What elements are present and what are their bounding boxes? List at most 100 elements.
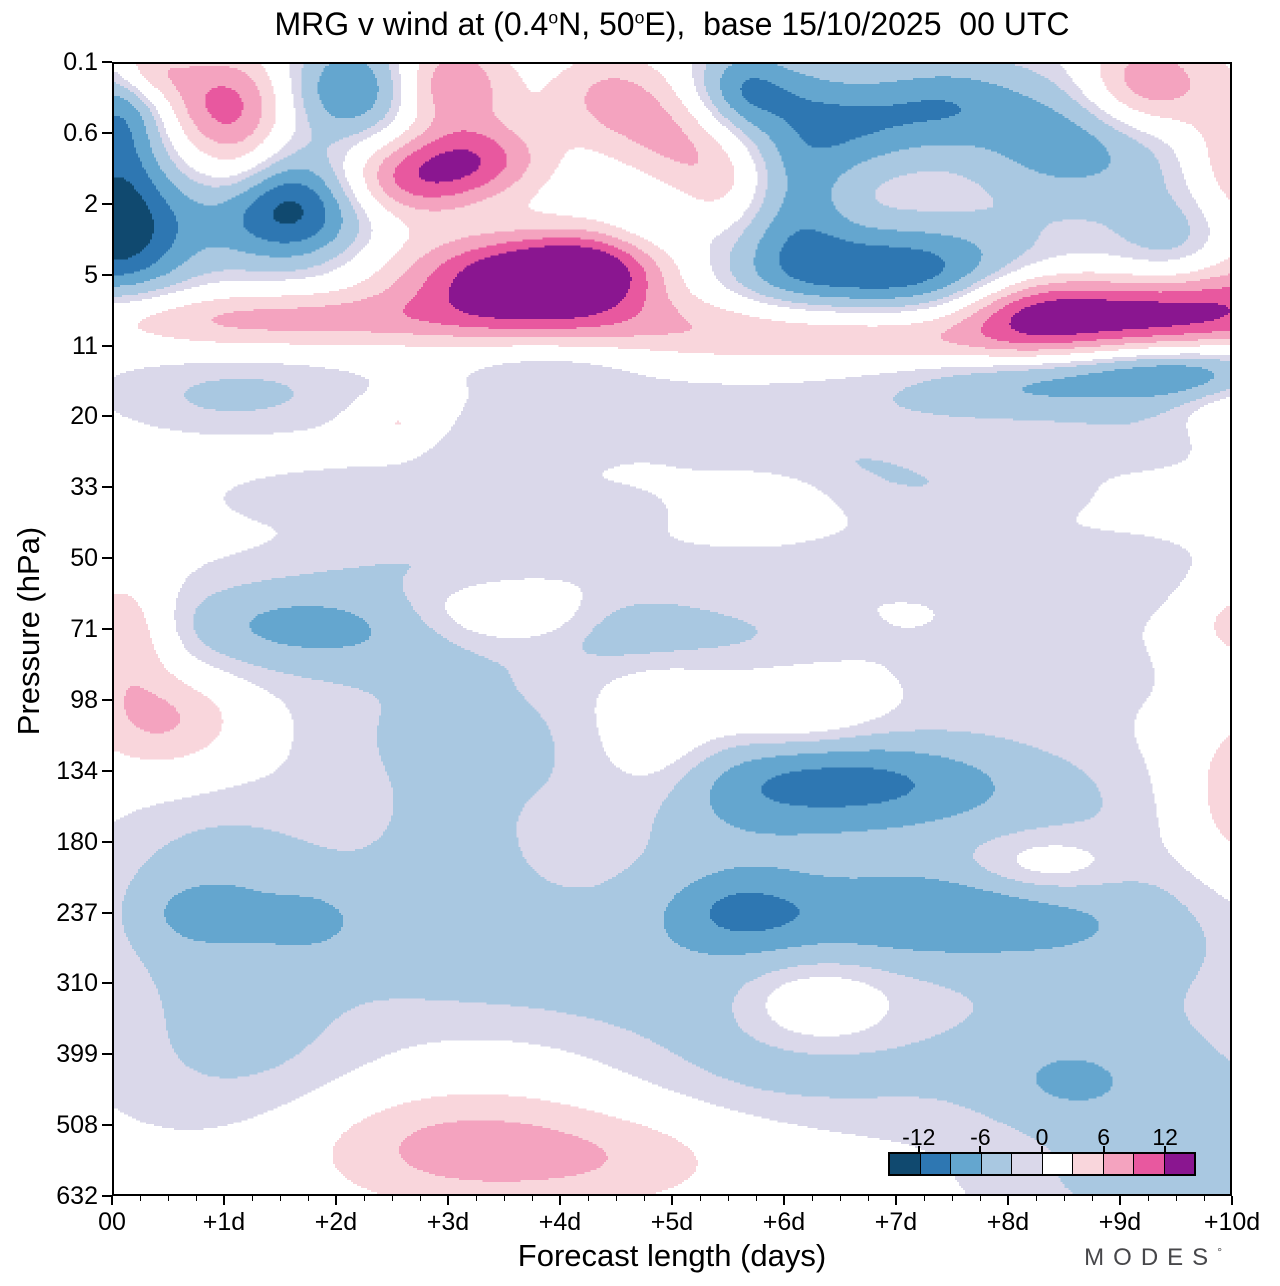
x-minor-tick xyxy=(615,1196,617,1201)
y-tick xyxy=(102,840,112,843)
colorbar-bar xyxy=(888,1152,1196,1176)
y-tick xyxy=(102,628,112,630)
colorbar-tick xyxy=(1041,1146,1043,1152)
y-tick-label: 632 xyxy=(56,1182,98,1210)
x-minor-tick xyxy=(307,1196,309,1201)
x-tick-label: +8d xyxy=(986,1208,1030,1236)
degree-symbol: o xyxy=(634,7,645,28)
title-text: MRG v wind at (0.4 xyxy=(274,6,549,42)
title-text: N, 50 xyxy=(558,6,635,42)
modes-logo-mark: ° xyxy=(1217,1245,1222,1259)
x-tick xyxy=(1119,1196,1121,1205)
x-minor-tick xyxy=(503,1196,505,1201)
colorbar-tick-label: 6 xyxy=(1097,1124,1110,1150)
y-tick xyxy=(102,273,112,276)
y-tick-label: 0.1 xyxy=(63,48,98,76)
plot-area xyxy=(112,62,1232,1196)
colorbar-tick-label: 0 xyxy=(1035,1124,1049,1150)
colorbar-segment xyxy=(1012,1154,1043,1174)
x-tick-label: +3d xyxy=(426,1208,470,1236)
x-minor-tick xyxy=(251,1196,253,1201)
x-tick-label: +4d xyxy=(538,1208,582,1236)
x-minor-tick xyxy=(139,1196,141,1201)
colorbar-segment xyxy=(1042,1154,1073,1174)
x-minor-tick xyxy=(867,1196,869,1201)
x-tick xyxy=(1007,1196,1009,1205)
x-tick xyxy=(335,1196,337,1205)
modes-logo: MODES° xyxy=(1084,1244,1222,1272)
colorbar-segment xyxy=(1164,1154,1194,1174)
y-tick xyxy=(102,415,112,418)
x-minor-tick xyxy=(727,1196,729,1201)
x-minor-tick xyxy=(587,1196,589,1201)
y-tick-label: 20 xyxy=(70,402,98,431)
x-tick-label: +6d xyxy=(762,1208,806,1236)
colorbar: -12 -6 0 6 12 xyxy=(888,1124,1196,1178)
x-tick xyxy=(671,1196,673,1205)
x-tick-label: 00 xyxy=(98,1208,126,1236)
y-tick-label: 237 xyxy=(56,898,98,927)
x-minor-tick xyxy=(811,1196,813,1201)
y-tick-label: 310 xyxy=(56,969,98,998)
x-tick xyxy=(111,1196,113,1205)
x-minor-tick xyxy=(1063,1196,1065,1201)
y-tick xyxy=(102,1124,112,1127)
colorbar-tick-label: 12 xyxy=(1152,1124,1178,1150)
title-text: E), base 15/10/2025 00 UTC xyxy=(644,6,1070,42)
x-minor-tick xyxy=(1091,1196,1093,1201)
colorbar-segment xyxy=(981,1154,1012,1174)
x-tick-label: +9d xyxy=(1098,1208,1142,1236)
y-tick xyxy=(102,344,112,347)
x-minor-tick xyxy=(839,1196,841,1201)
y-tick-label: 33 xyxy=(70,473,98,502)
x-axis-label: Forecast length (days) xyxy=(517,1238,827,1273)
x-tick xyxy=(895,1196,897,1205)
modes-logo-text: MODES xyxy=(1084,1244,1218,1271)
x-minor-tick xyxy=(531,1196,533,1201)
y-tick-label: 0.6 xyxy=(63,118,98,147)
colorbar-segment xyxy=(951,1154,982,1174)
x-tick-label: +2d xyxy=(314,1208,358,1236)
x-tick-label: +5d xyxy=(650,1208,694,1236)
y-tick xyxy=(102,486,112,489)
colorbar-segment xyxy=(1103,1154,1134,1174)
colorbar-segment xyxy=(1134,1154,1165,1174)
x-tick xyxy=(1231,1196,1233,1205)
y-tick xyxy=(102,131,112,134)
x-minor-tick xyxy=(1035,1196,1037,1201)
colorbar-tick xyxy=(917,1146,920,1152)
x-minor-tick xyxy=(195,1196,197,1201)
y-tick xyxy=(102,911,112,914)
y-tick-label: 508 xyxy=(56,1111,98,1140)
y-tick xyxy=(102,698,112,701)
x-minor-tick xyxy=(923,1196,925,1201)
chart-title: MRG v wind at (0.4oN, 50oE), base 15/10/… xyxy=(112,6,1232,43)
y-tick xyxy=(102,61,112,63)
y-tick xyxy=(102,1195,112,1197)
colorbar-tick xyxy=(979,1146,982,1152)
y-tick xyxy=(102,769,112,772)
x-minor-tick xyxy=(979,1196,981,1201)
colorbar-segment xyxy=(890,1154,921,1174)
y-tick-label: 11 xyxy=(72,331,98,360)
x-minor-tick xyxy=(167,1196,169,1201)
x-minor-tick xyxy=(1203,1196,1205,1201)
y-tick-label: 134 xyxy=(56,756,98,785)
y-tick xyxy=(102,1053,112,1056)
x-minor-tick xyxy=(363,1196,365,1201)
x-tick xyxy=(783,1196,785,1205)
x-minor-tick xyxy=(643,1196,645,1201)
y-tick-label: 399 xyxy=(56,1040,98,1069)
x-minor-tick xyxy=(475,1196,477,1201)
y-tick-label: 71 xyxy=(70,615,98,643)
colorbar-tick-label: -12 xyxy=(902,1124,936,1150)
y-tick-label: 2 xyxy=(84,189,98,218)
degree-symbol: o xyxy=(548,7,559,28)
y-tick-label: 50 xyxy=(70,544,98,573)
x-minor-tick xyxy=(1147,1196,1149,1201)
x-tick-label: +7d xyxy=(874,1208,918,1236)
y-tick xyxy=(102,982,112,985)
colorbar-segment xyxy=(1073,1154,1104,1174)
x-tick xyxy=(223,1196,225,1205)
